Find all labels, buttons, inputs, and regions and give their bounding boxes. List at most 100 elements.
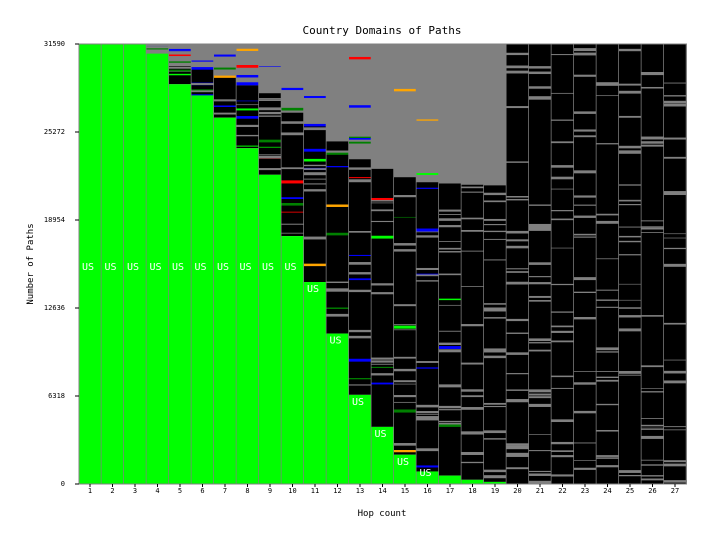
x-tick-label: 10 <box>288 487 296 495</box>
bar-label-us: US <box>240 262 252 273</box>
segment-band <box>574 170 596 174</box>
segment-band <box>439 422 461 425</box>
segment-band <box>236 74 259 78</box>
segment-band <box>214 54 236 57</box>
segment-band <box>304 148 326 152</box>
segment-band <box>596 379 619 382</box>
bar-us <box>461 479 484 484</box>
segment-band <box>484 101 506 105</box>
segment-band <box>484 230 506 233</box>
segment-band <box>484 308 506 312</box>
segment-band <box>551 188 574 190</box>
segment-band <box>484 403 506 405</box>
segment-band <box>596 457 619 459</box>
segment-band <box>304 172 326 176</box>
segment-band <box>394 368 416 372</box>
y-axis: 0 6318 12636 18954 25272 31590 <box>44 40 79 488</box>
segment-band <box>169 69 191 72</box>
segment-band <box>551 375 574 378</box>
segment-band <box>416 404 439 408</box>
segment-band <box>664 480 686 483</box>
segment-band <box>281 86 304 88</box>
segment-band <box>641 137 664 139</box>
segment-band <box>461 125 484 128</box>
segment-band <box>259 85 281 88</box>
segment-band <box>664 380 686 384</box>
bar-us <box>124 44 146 484</box>
bar-label-us: US <box>352 397 364 408</box>
segment-band <box>529 389 551 393</box>
segment-band <box>394 383 416 385</box>
segment-band <box>461 217 484 220</box>
segment-band <box>371 357 394 360</box>
segment-band <box>461 407 484 410</box>
segment-band <box>664 263 686 267</box>
segment-band <box>439 420 461 423</box>
segment-band <box>304 123 326 127</box>
segment-band <box>349 329 371 333</box>
segment-band <box>664 103 686 107</box>
y-axis-label: Number of Paths <box>26 223 36 304</box>
segment-band <box>371 366 394 368</box>
segment-band <box>191 53 214 57</box>
segment-band <box>214 99 236 101</box>
segment-band <box>664 233 686 235</box>
segment-band <box>394 401 416 403</box>
segment-band <box>619 240 641 243</box>
segment-band <box>439 298 461 301</box>
bar-label-us: US <box>150 262 162 273</box>
segment-band <box>484 475 506 479</box>
segment-unresolved <box>506 44 529 484</box>
segment-band <box>349 56 371 60</box>
segment-band <box>551 450 574 452</box>
segment-band <box>259 111 281 115</box>
segment-band <box>551 141 574 144</box>
x-tick-label: 15 <box>401 487 409 495</box>
segment-band <box>619 235 641 238</box>
segment-band <box>236 82 259 86</box>
segment-band <box>461 230 484 232</box>
segment-band <box>304 189 326 192</box>
segment-band <box>146 49 169 51</box>
segment-band <box>461 362 484 365</box>
segment-band <box>551 419 574 423</box>
segment-band <box>506 239 529 242</box>
segment-band <box>484 123 506 126</box>
x-tick-label: 9 <box>268 487 272 495</box>
segment-band <box>416 411 439 414</box>
segment-band <box>439 179 461 182</box>
segment-band <box>529 71 551 75</box>
segment-band <box>641 391 664 393</box>
segment-band <box>641 72 664 76</box>
segment-band <box>281 87 304 91</box>
segment-band <box>529 295 551 298</box>
segment-band <box>349 177 371 179</box>
segment-band <box>596 289 619 291</box>
segment-band <box>664 192 686 196</box>
segment-band <box>326 116 349 120</box>
segment-band <box>664 237 686 239</box>
segment-band <box>214 100 236 102</box>
bar-label-us: US <box>105 262 117 273</box>
bar-us <box>214 117 236 484</box>
segment-band <box>484 193 506 196</box>
segment-band <box>574 460 596 461</box>
segment-band <box>394 380 416 383</box>
segment-band <box>416 367 439 369</box>
segment-band <box>416 155 439 159</box>
segment-band <box>619 370 641 374</box>
segment-band <box>371 363 394 365</box>
segment-band <box>371 202 394 204</box>
segment-band <box>574 236 596 238</box>
x-tick-label: 3 <box>133 487 137 495</box>
bar-label-us: US <box>330 336 342 347</box>
segment-band <box>574 74 596 77</box>
segment-band <box>484 438 506 440</box>
segment-band <box>506 389 529 391</box>
segment-band <box>551 119 574 121</box>
segment-band <box>574 382 596 385</box>
segment-band <box>619 254 641 256</box>
segment-band <box>506 65 529 69</box>
segment-band <box>371 292 394 295</box>
x-tick-label: 20 <box>513 487 521 495</box>
